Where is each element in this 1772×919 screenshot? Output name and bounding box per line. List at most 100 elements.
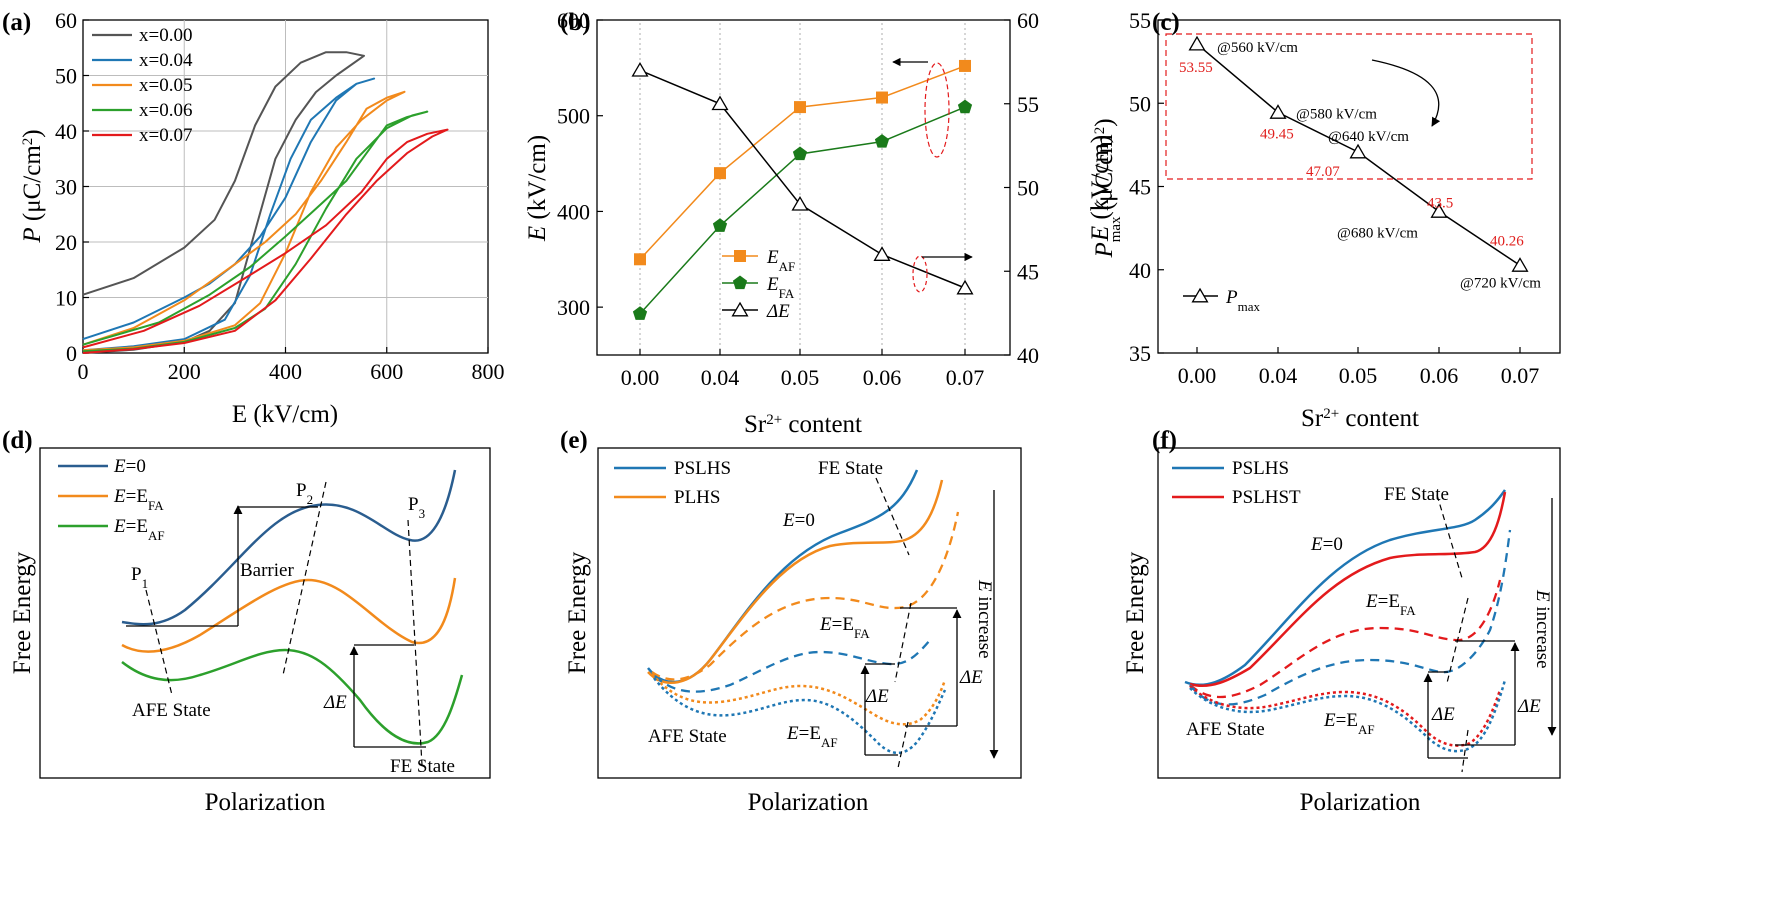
point-b-2-2 [791, 196, 809, 211]
label-delta-e-small-f: ΔE [1431, 704, 1455, 725]
field-label-c-4: @720 kV/cm [1460, 275, 1541, 291]
point-c-3 [1430, 203, 1448, 218]
guide-fe-e [875, 477, 910, 556]
xtick-label-c-3: 0.06 [1420, 363, 1459, 388]
label-fe-state-e: FE State [818, 458, 883, 479]
legend-label-a-1: x=0.04 [139, 50, 193, 71]
panel-label-d: (d) [2, 427, 33, 454]
xtick-label-600: 600 [370, 359, 403, 384]
guide-p3 [407, 519, 423, 766]
chart-a: 0 200 400 600 800 0 10 20 30 40 50 60 x=0.00 x=0.04 x… [19, 8, 505, 428]
schematic-e-ylabel: Free Energy [564, 551, 591, 674]
chart-c-xlabel: Sr2+ content [1301, 405, 1419, 432]
ytick-label-c-55: 55 [1129, 8, 1151, 33]
ytick-left-label-400: 400 [557, 199, 590, 224]
xtick-label-b-3: 0.06 [863, 365, 902, 390]
xtick-label-800: 800 [472, 359, 505, 384]
schematic-f-ylabel: Free Energy [1122, 551, 1149, 674]
panel-label-a: (a) [2, 9, 31, 36]
schematic-d-frame [39, 447, 491, 779]
point-b-1-3 [874, 134, 890, 148]
schematic-d-xlabel: Polarization [205, 789, 326, 816]
data-label-c-4: 40.26 [1490, 233, 1524, 249]
curve-eaf-pslhs [653, 677, 947, 755]
xtick-label-b-1: 0.04 [701, 365, 740, 390]
xtick-label-c-2: 0.05 [1339, 363, 1378, 388]
schematic-d: Free Energy Polarization E=0 E=EFA E=EAF… [9, 447, 491, 816]
xtick-label-400: 400 [269, 359, 302, 384]
point-b-2-4 [956, 279, 974, 295]
legend-label-pslhs-e: PSLHS [674, 458, 731, 479]
label-eaf-e: E=EAF [786, 723, 838, 750]
highlight-box [1165, 33, 1533, 180]
ytick-label-c-50: 50 [1129, 91, 1151, 116]
pe-loop-4 [82, 128, 449, 354]
curve-e0-plhs [647, 479, 944, 684]
guide-eaf-f [1461, 729, 1469, 773]
legend-label-a-4: x=0.07 [139, 125, 192, 146]
xtick-label-0: 0 [78, 359, 89, 384]
label-barrier: Barrier [240, 560, 294, 581]
legend-label-e0: E=0 [113, 456, 146, 477]
point-c-4 [1511, 257, 1529, 272]
series-line-b-0 [639, 65, 966, 260]
label-fe-state-d: FE State [390, 756, 455, 777]
label-afe-state-f: AFE State [1186, 719, 1265, 740]
chart-b-ylabel-left: E (kV/cm) [524, 135, 551, 242]
legend-label-c: Pmax [1225, 287, 1260, 314]
ytick-left-label-300: 300 [557, 295, 590, 320]
legend-label-b-2: ΔE [766, 301, 790, 322]
label-delta-e-large-f: ΔE [1517, 696, 1541, 717]
ytick-right-label-45: 45 [1017, 259, 1039, 284]
field-label-c-3: @680 kV/cm [1337, 225, 1418, 241]
point-b-2-1 [711, 95, 729, 111]
curve-e0-pslhs-f [1184, 489, 1507, 687]
field-label-c-1: @580 kV/cm [1296, 106, 1377, 122]
schematic-e-xlabel: Polarization [748, 789, 869, 816]
xtick-label-200: 200 [168, 359, 201, 384]
guide-p2 [282, 481, 327, 676]
label-eaf-f: E=EAF [1323, 710, 1375, 737]
xtick-label-c-4: 0.07 [1501, 363, 1540, 388]
point-b-0-4 [959, 59, 971, 72]
curve-efa-pslhs [654, 639, 931, 693]
point-b-2-3 [873, 246, 891, 261]
curve-efa-pslhs-f [1189, 529, 1512, 706]
data-label-c-0: 53.55 [1179, 60, 1213, 76]
schematic-f-frame [1157, 447, 1561, 779]
label-e0-f: E=0 [1310, 534, 1343, 555]
curved-arrow [1371, 59, 1441, 127]
ytick-label-50: 50 [55, 64, 77, 89]
chart-a-xlabel: E (kV/cm) [232, 401, 338, 428]
left-axis-ellipse [924, 62, 950, 158]
xtick-label-b-2: 0.05 [781, 365, 820, 390]
legend-label-pslhs-f: PSLHS [1232, 458, 1289, 479]
data-label-c-1: 49.45 [1260, 126, 1294, 142]
xtick-label-c-1: 0.04 [1259, 363, 1298, 388]
ytick-label-c-45: 45 [1129, 175, 1151, 200]
point-b-0-3 [876, 91, 888, 104]
point-b-0-1 [714, 167, 726, 180]
chart-b-frame [596, 19, 1011, 356]
ytick-label-c-40: 40 [1129, 258, 1151, 283]
label-e0-e: E=0 [782, 510, 815, 531]
pe-loop-2 [82, 90, 406, 352]
chart-a-ylabel: P (μC/cm2) [19, 129, 46, 243]
ytick-label-40: 40 [55, 119, 77, 144]
curve-eaf-pslhs-f2 [1189, 679, 1507, 753]
curve-eaf-pslhst [1189, 685, 1502, 747]
chart-c-ylabel: Pmax (μC/cm2) [1091, 118, 1124, 258]
panel-label-e: (e) [560, 427, 588, 454]
label-efa-f: E=EFA [1365, 591, 1416, 618]
curve-e0-pslhst [1189, 491, 1507, 688]
xtick-label-c-0: 0.00 [1178, 363, 1217, 388]
legend-label-pslhst: PSLHST [1232, 487, 1301, 508]
legend-label-plhs: PLHS [674, 487, 720, 508]
point-c-1 [1269, 104, 1287, 119]
curve-efa-plhs [651, 511, 960, 681]
point-b-2-0 [631, 62, 649, 77]
ytick-right-label-50: 50 [1017, 176, 1039, 201]
legend-marker-c [1191, 287, 1209, 303]
label-afe-state-d: AFE State [132, 700, 211, 721]
